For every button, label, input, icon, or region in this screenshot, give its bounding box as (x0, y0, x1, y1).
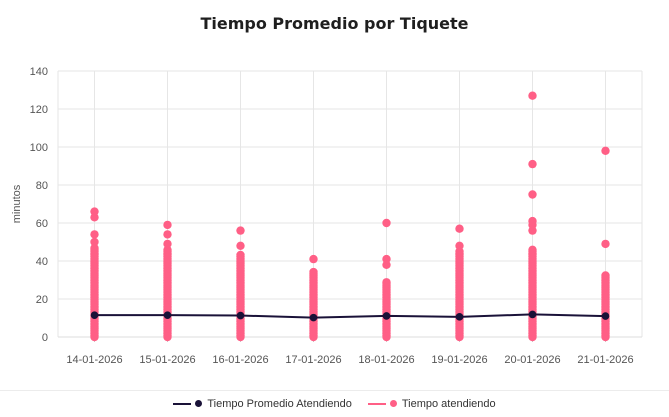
chart-title: Tiempo Promedio por Tiquete (200, 14, 469, 33)
legend-divider (0, 390, 669, 391)
chart-legend: Tiempo Promedio Atendiendo Tiempo atendi… (0, 398, 669, 410)
scatter-point (601, 146, 610, 155)
scatter-point (163, 220, 172, 230)
scatter-point (601, 271, 610, 280)
average-point (309, 313, 318, 322)
x-tick-label: 16-01-2026 (212, 354, 268, 366)
scatter-point (455, 224, 464, 233)
line-series-icon (173, 399, 203, 409)
average-point (382, 312, 391, 320)
scatter-point (528, 245, 537, 254)
scatter-point (528, 216, 537, 226)
scatter-point (382, 278, 391, 287)
scatter-point (309, 267, 318, 277)
average-point (601, 312, 610, 320)
scatter-point (90, 207, 99, 216)
x-tick-label: 21-01-2026 (577, 354, 633, 366)
y-tick-label: 60 (36, 218, 48, 230)
y-tick-label: 0 (42, 332, 48, 344)
legend-label-average: Tiempo Promedio Atendiendo (207, 398, 352, 410)
average-point (163, 311, 172, 319)
x-tick-label: 20-01-2026 (504, 354, 560, 366)
average-point (236, 311, 245, 320)
chart-plot: 0 20 40 60 80 100 120 140 14-01-2026 15-01-2026 16… (11, 66, 643, 366)
legend-item-average[interactable]: Tiempo Promedio Atendiendo (173, 398, 352, 410)
average-point (90, 311, 99, 319)
scatter-point (163, 245, 172, 254)
scatter-point (236, 241, 245, 250)
x-tick-label: 18-01-2026 (358, 354, 414, 366)
x-tick-label: 17-01-2026 (285, 354, 341, 366)
y-tick-label: 120 (30, 104, 48, 116)
scatter-point (455, 241, 464, 250)
y-tick-label: 80 (36, 180, 48, 192)
x-tick-label: 15-01-2026 (139, 354, 195, 366)
legend-label-time: Tiempo atendiendo (401, 398, 496, 410)
scatter-point (90, 243, 99, 253)
average-point (455, 313, 464, 321)
y-tick-label: 100 (30, 142, 48, 154)
y-tick-label: 40 (36, 256, 48, 268)
scatter-point (90, 237, 99, 247)
scatter-point (236, 250, 245, 260)
x-tick-label: 14-01-2026 (66, 354, 122, 366)
scatter-point (90, 230, 99, 239)
y-axis-title: minutos (11, 184, 23, 223)
scatter-point (601, 239, 610, 249)
scatter-point (528, 190, 537, 199)
scatter-point (382, 218, 391, 228)
scatter-point (163, 239, 172, 249)
scatter-point (163, 230, 172, 239)
scatter-point (236, 226, 245, 235)
scatter-point (528, 91, 537, 100)
y-tick-label: 140 (30, 66, 48, 78)
scatter-point (309, 254, 318, 264)
average-line (94, 313, 606, 319)
x-tick-label: 19-01-2026 (431, 354, 487, 366)
legend-item-time[interactable]: Tiempo atendiendo (367, 398, 496, 410)
scatter-series-icon (367, 399, 397, 409)
average-point (528, 310, 537, 319)
scatter-point (382, 254, 391, 264)
scatter-point (528, 159, 537, 169)
y-tick-label: 20 (36, 294, 48, 306)
